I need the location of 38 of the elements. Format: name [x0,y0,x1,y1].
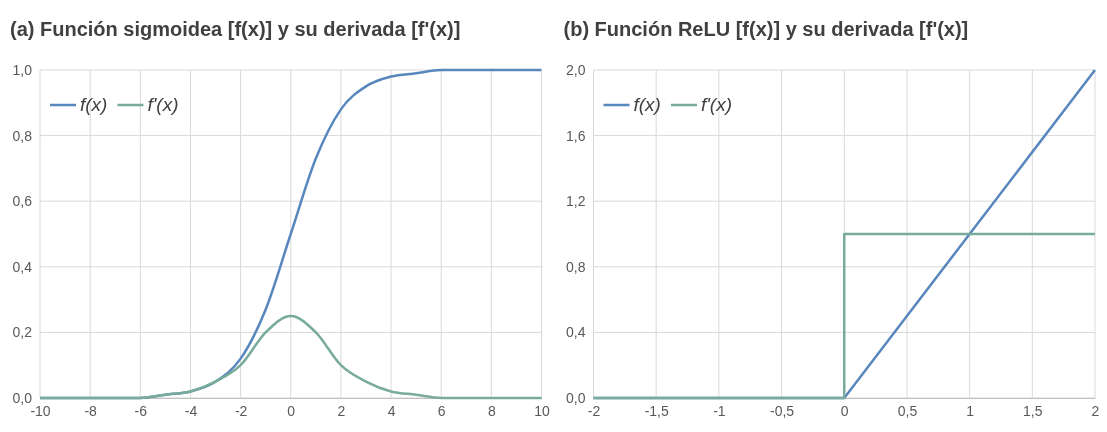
y-tick-label: 0,0 [566,389,586,406]
y-tick-label: 1,6 [566,127,586,144]
y-tick-label: 0,4 [12,258,33,275]
x-tick-label: -1 [713,402,726,419]
legend-label: f(x) [80,94,108,115]
x-tick-label: 10 [534,402,550,419]
x-tick-label: -0,5 [770,402,795,419]
y-tick-label: 0,2 [12,324,33,341]
x-tick-label: -2 [587,402,601,419]
x-tick-label: -2 [234,402,248,419]
x-tick-label: 4 [387,402,396,419]
x-tick-label: -6 [134,402,148,419]
y-tick-label: 0,0 [12,389,33,406]
x-tick-label: 1 [966,402,975,419]
x-tick-label: -4 [184,402,198,419]
y-tick-label: 0,6 [12,193,33,210]
x-tick-label: -1,5 [644,402,669,419]
x-tick-label: 0 [287,402,296,419]
x-tick-label: 2 [337,402,346,419]
chart-title: (a) Función sigmoidea [f(x)] y su derivada [f'(x)] [10,18,461,40]
x-tick-label: 8 [487,402,496,419]
legend-label: f'(x) [700,94,732,115]
x-tick-label: 0 [840,402,849,419]
y-tick-label: 0,8 [12,127,33,144]
legend-label: f(x) [633,94,661,115]
y-tick-label: 0,8 [566,258,586,275]
x-tick-label: 2 [1091,402,1100,419]
x-tick-label: 0,5 [897,402,918,419]
chart-title: (b) Función ReLU [f(x)] y su derivada [f'(x)] [563,18,969,40]
y-tick-label: 0,4 [566,324,586,341]
y-tick-label: 1,2 [566,193,586,210]
y-tick-label: 2,0 [566,61,586,78]
x-tick-label: 6 [437,402,446,419]
legend-label: f'(x) [147,94,179,115]
y-tick-label: 1,0 [12,61,33,78]
x-tick-label: -8 [84,402,98,419]
x-tick-label: 1,5 [1023,402,1043,419]
x-tick-label: -10 [30,402,51,419]
